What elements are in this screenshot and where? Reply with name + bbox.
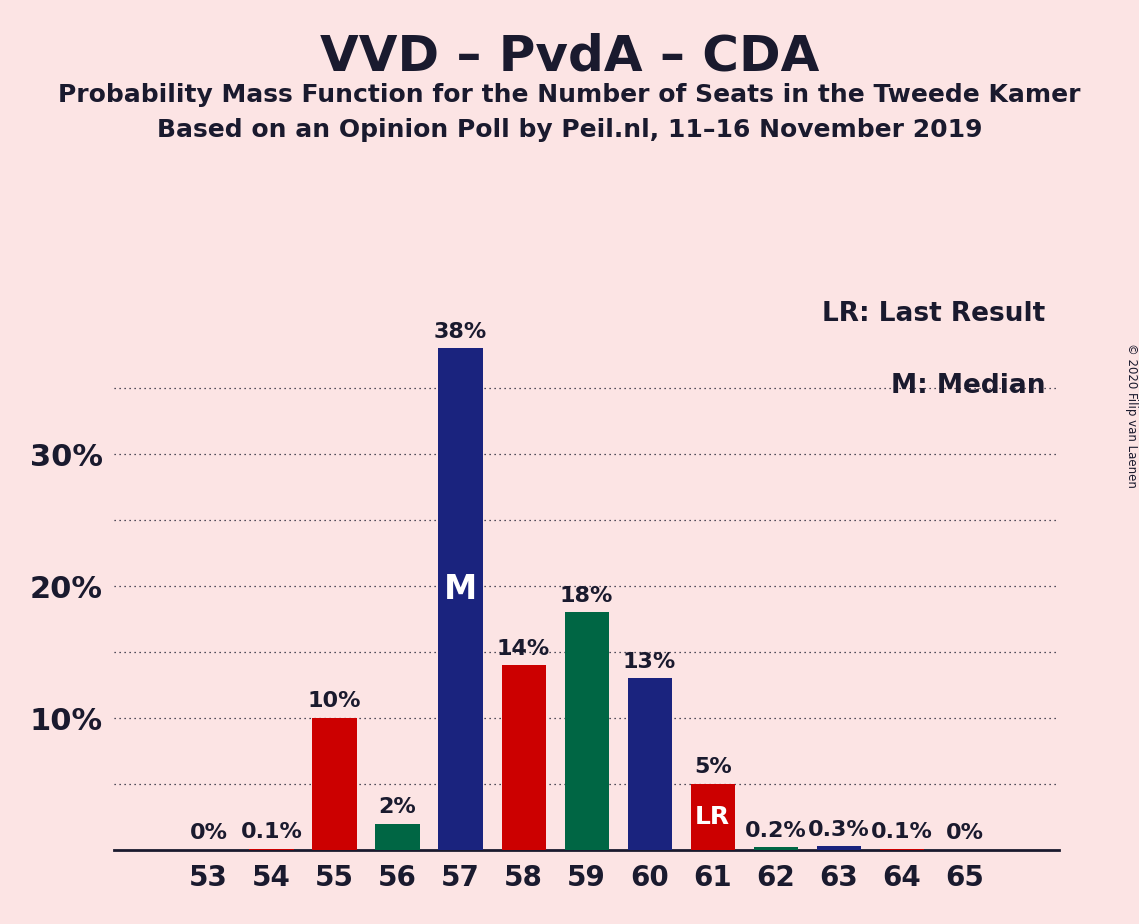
Text: © 2020 Filip van Laenen: © 2020 Filip van Laenen — [1124, 344, 1138, 488]
Text: 0%: 0% — [945, 823, 984, 844]
Text: 0%: 0% — [189, 823, 228, 844]
Bar — [312, 718, 357, 850]
Bar — [376, 823, 419, 850]
Text: 14%: 14% — [497, 638, 550, 659]
Bar — [249, 849, 294, 850]
Text: 18%: 18% — [560, 586, 613, 606]
Bar — [690, 784, 735, 850]
Text: VVD – PvdA – CDA: VVD – PvdA – CDA — [320, 32, 819, 80]
Text: M: M — [444, 573, 477, 606]
Text: Probability Mass Function for the Number of Seats in the Tweede Kamer: Probability Mass Function for the Number… — [58, 83, 1081, 107]
Text: 10%: 10% — [308, 691, 361, 711]
Bar — [879, 849, 924, 850]
Bar — [501, 665, 546, 850]
Text: LR: LR — [695, 805, 730, 829]
Text: 0.2%: 0.2% — [745, 821, 806, 841]
Text: 13%: 13% — [623, 651, 677, 672]
Bar — [439, 348, 483, 850]
Bar — [565, 613, 608, 850]
Text: 0.1%: 0.1% — [240, 822, 302, 842]
Text: 0.1%: 0.1% — [871, 822, 933, 842]
Bar — [628, 678, 672, 850]
Bar — [817, 846, 861, 850]
Text: 0.3%: 0.3% — [808, 820, 869, 840]
Text: Based on an Opinion Poll by Peil.nl, 11–16 November 2019: Based on an Opinion Poll by Peil.nl, 11–… — [157, 118, 982, 142]
Text: LR: Last Result: LR: Last Result — [822, 301, 1046, 327]
Text: 5%: 5% — [694, 758, 731, 777]
Text: M: Median: M: Median — [891, 373, 1046, 399]
Text: 38%: 38% — [434, 322, 487, 342]
Text: 2%: 2% — [378, 797, 417, 817]
Bar — [754, 847, 797, 850]
